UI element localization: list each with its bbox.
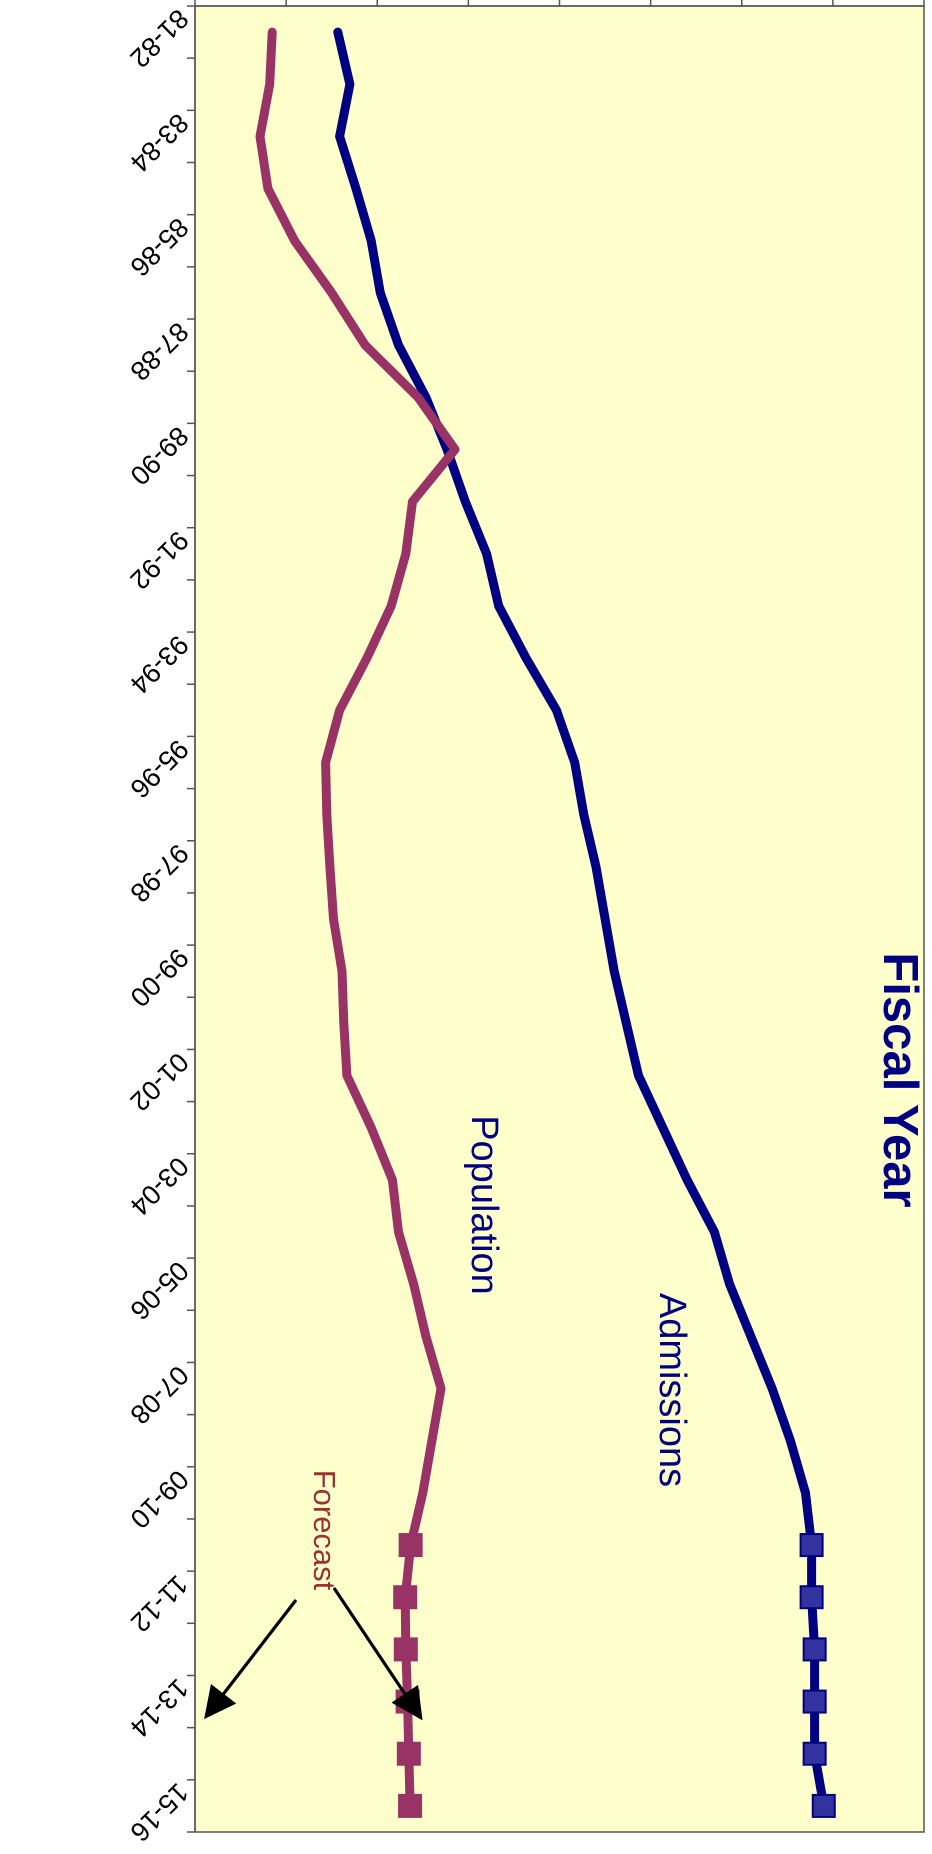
forecast-marker: [396, 1741, 421, 1766]
x-axis-title: Fiscal Year: [873, 952, 927, 1207]
x-tick-label: 11-12: [125, 1569, 194, 1638]
x-tick-label: 13-14: [124, 1673, 194, 1743]
x-tick-label: 99-00: [124, 943, 194, 1013]
forecast-marker: [802, 1741, 827, 1766]
forecast-arrow-right: [332, 1587, 423, 1721]
x-tick-label: 01-02: [124, 1047, 194, 1117]
x-tick-label: 95-96: [124, 734, 194, 804]
x-tick-label: 81-82: [124, 3, 194, 73]
x-tick-label: 05-06: [124, 1256, 194, 1326]
x-tick-label: 87-88: [124, 316, 194, 386]
annotations: Forecast Population Admissions: [204, 1115, 693, 1721]
forecast-marker: [393, 1637, 418, 1662]
x-tick-label: 97-98: [124, 838, 194, 908]
x-tick-label: 89-90: [124, 421, 194, 491]
forecast-marker: [799, 1533, 824, 1558]
forecast-marker: [802, 1637, 827, 1662]
series-layer: [255, 27, 836, 1818]
y-axis: 015,00030,00045,00060,00075,00090,000105…: [194, 0, 925, 7]
forecast-marker: [398, 1793, 423, 1818]
forecast-label: Forecast: [307, 1470, 342, 1591]
forecast-marker: [811, 1793, 836, 1818]
x-tick-label: 07-08: [124, 1360, 194, 1430]
forecast-marker: [799, 1585, 824, 1610]
x-tick-label: 15-16: [124, 1777, 194, 1847]
x-tick-label: 03-04: [124, 1151, 194, 1221]
x-axis: 81-82 83-84 85-86 87-88 89-90 91-92 93-94 95-96…: [124, 3, 196, 1847]
x-tick-label: 85-86: [124, 212, 194, 282]
population-label: Population: [463, 1115, 505, 1295]
x-tick-label: 91-92: [124, 525, 194, 595]
series-line-population: [333, 27, 829, 1811]
admissions-label: Admissions: [651, 1293, 693, 1487]
x-tick-label: 83-84: [124, 108, 194, 178]
forecast-arrow-left: [204, 1599, 298, 1720]
series-line-admissions: [255, 27, 460, 1811]
forecast-marker: [393, 1585, 418, 1610]
x-tick-label: 09-10: [124, 1464, 194, 1534]
forecast-marker: [398, 1533, 423, 1558]
forecast-marker: [802, 1689, 827, 1714]
x-tick-label: 93-94: [124, 629, 194, 699]
